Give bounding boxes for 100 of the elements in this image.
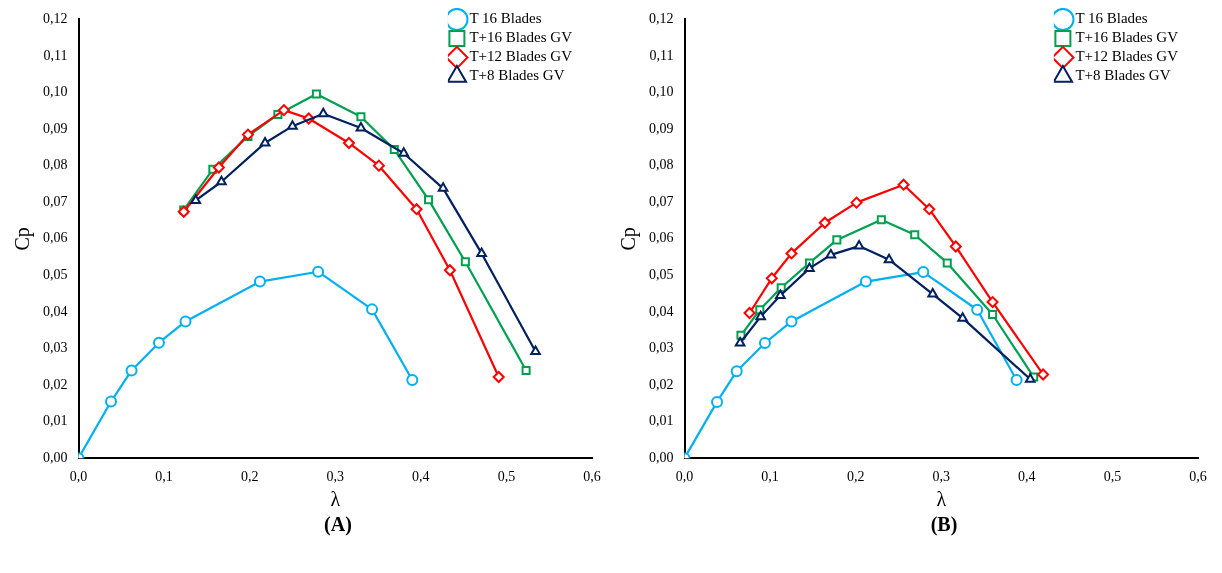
y-tick-label: 0,11 — [43, 47, 68, 63]
y-tick-label: 0,07 — [649, 193, 674, 209]
y-tick-label: 0,10 — [649, 84, 674, 100]
x-tick-label: 0,3 — [932, 469, 950, 485]
point — [190, 194, 202, 204]
point — [521, 365, 531, 375]
point — [277, 104, 290, 117]
point — [883, 253, 895, 264]
point — [179, 315, 192, 328]
point — [437, 182, 449, 192]
y-tick-label: 0,05 — [43, 267, 68, 283]
point — [410, 203, 423, 216]
y-tick-label: 0,03 — [649, 340, 674, 356]
point — [897, 178, 910, 191]
point — [356, 112, 366, 122]
point — [216, 175, 227, 186]
y-tick-label: 0,12 — [649, 11, 674, 27]
y-tick-label: 0,01 — [649, 413, 674, 429]
point — [804, 262, 815, 272]
text: (B) — [930, 513, 958, 536]
point — [986, 296, 999, 309]
y-tick-label: 0,04 — [43, 303, 68, 319]
point — [125, 364, 138, 377]
x-axis-title: λ — [330, 488, 341, 511]
point — [876, 215, 886, 225]
legend-label: T+16 Blades GV — [1075, 29, 1179, 46]
y-tick-label: 0,03 — [43, 340, 68, 356]
y-tick-label: 0,00 — [43, 449, 68, 465]
x-tick-label: 0,0 — [69, 469, 88, 485]
x-axis-title: λ — [936, 488, 947, 511]
point — [424, 195, 434, 205]
y-tick-label: 0,12 — [43, 11, 68, 27]
legend-label: T+8 Blades GV — [1075, 67, 1171, 84]
y-tick-label: 0,04 — [649, 303, 674, 319]
point — [917, 266, 930, 279]
y-tick-label: 0,06 — [649, 230, 674, 246]
point — [711, 395, 724, 408]
point — [253, 275, 266, 288]
point — [923, 203, 936, 216]
point — [859, 275, 872, 288]
legend-label: T 16 Blades — [469, 10, 542, 27]
point — [775, 289, 786, 299]
point — [460, 257, 470, 267]
y-tick-label: 0,09 — [43, 120, 68, 136]
point — [850, 196, 863, 209]
legend-label: T 16 Blades — [1075, 10, 1148, 27]
point — [406, 373, 419, 386]
y-axis-title: Cp — [11, 227, 35, 251]
point — [312, 265, 325, 278]
legend-label: T+12 Blades GV — [1075, 48, 1179, 65]
y-tick-label: 0,05 — [649, 267, 674, 283]
point — [988, 309, 998, 320]
x-tick-label: 0,1 — [155, 469, 173, 485]
point — [1037, 368, 1050, 381]
point — [957, 312, 968, 322]
y-tick-label: 0,06 — [43, 230, 68, 246]
point — [366, 303, 379, 316]
y-tick-label: 0,09 — [649, 120, 674, 136]
point — [785, 315, 798, 328]
point — [259, 137, 271, 147]
point — [443, 264, 456, 277]
x-tick-label: 0,2 — [240, 469, 259, 485]
point — [949, 240, 962, 253]
point — [105, 395, 118, 408]
point — [355, 122, 367, 132]
point — [942, 258, 952, 268]
text: (A) — [324, 513, 352, 536]
x-tick-label: 0,6 — [1189, 469, 1207, 485]
point — [853, 240, 865, 250]
legend-label: T+8 Blades GV — [469, 67, 565, 84]
y-tick-label: 0,01 — [43, 413, 68, 429]
y-tick-label: 0,08 — [649, 157, 674, 173]
point — [317, 107, 329, 118]
point — [530, 345, 541, 355]
y-axis-title: Cp — [617, 227, 641, 251]
point — [398, 147, 410, 157]
point — [372, 159, 385, 172]
point — [730, 365, 743, 378]
point — [825, 248, 837, 259]
x-tick-label: 0,4 — [412, 469, 430, 485]
point — [492, 371, 505, 384]
point — [785, 247, 798, 260]
y-tick-label: 0,10 — [43, 84, 68, 100]
point — [818, 216, 831, 229]
legend-label: T+12 Blades GV — [469, 48, 573, 65]
y-tick-label: 0,02 — [649, 376, 674, 392]
x-tick-label: 0,5 — [1103, 469, 1122, 485]
x-tick-label: 0,0 — [675, 469, 694, 485]
point — [755, 310, 766, 321]
y-tick-label: 0,11 — [649, 47, 674, 63]
point — [342, 137, 355, 149]
legend-label: T+16 Blades GV — [469, 29, 573, 46]
y-tick-label: 0,00 — [649, 449, 674, 465]
point — [765, 272, 778, 285]
point — [910, 230, 920, 240]
point — [152, 336, 165, 349]
point — [743, 307, 756, 320]
point — [734, 337, 746, 347]
x-tick-label: 0,6 — [583, 469, 601, 485]
x-tick-label: 0,1 — [761, 469, 779, 485]
